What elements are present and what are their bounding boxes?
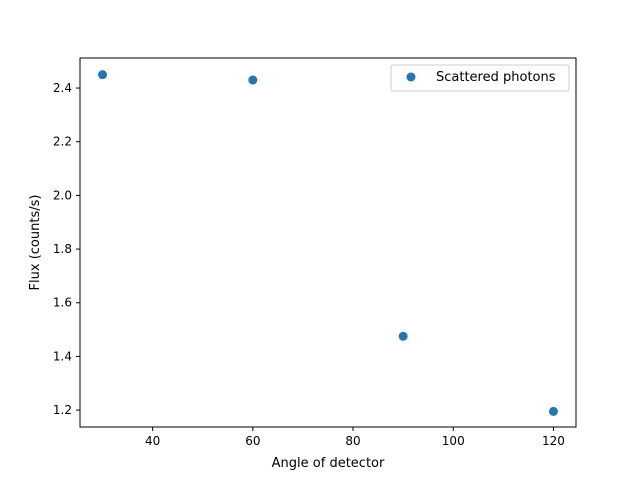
y-tick-label: 1.4: [53, 349, 72, 363]
y-tick-label: 2.4: [53, 81, 72, 95]
x-axis-label: Angle of detector: [272, 456, 385, 471]
legend-marker: [406, 72, 416, 82]
y-axis-label: Flux (counts/s): [28, 195, 43, 291]
x-tick-label: 100: [442, 434, 465, 448]
legend-box: [390, 64, 570, 92]
legend: Scattered photons: [390, 64, 570, 92]
data-point: [248, 75, 258, 85]
x-tick-label: 40: [145, 434, 160, 448]
data-point: [98, 70, 108, 80]
legend-label: Scattered photons: [436, 70, 556, 85]
y-tick-label: 1.2: [53, 403, 72, 417]
x-tick-label: 60: [245, 434, 260, 448]
data-point: [548, 406, 558, 416]
y-tick-label: 2.2: [53, 135, 72, 149]
y-tick-label: 1.8: [53, 242, 72, 256]
x-tick-label: 120: [542, 434, 565, 448]
ticks-layer: 40 60 80 100 120 1.2 1.4 1.6 1.8 2.0 2.2 2.4: [53, 81, 565, 448]
y-tick-label: 1.6: [53, 296, 72, 310]
plot-frame: [79, 57, 577, 428]
x-tick-label: 80: [345, 434, 360, 448]
y-tick-label: 2.0: [53, 188, 72, 202]
points-layer: [98, 70, 558, 416]
data-point: [398, 331, 408, 341]
